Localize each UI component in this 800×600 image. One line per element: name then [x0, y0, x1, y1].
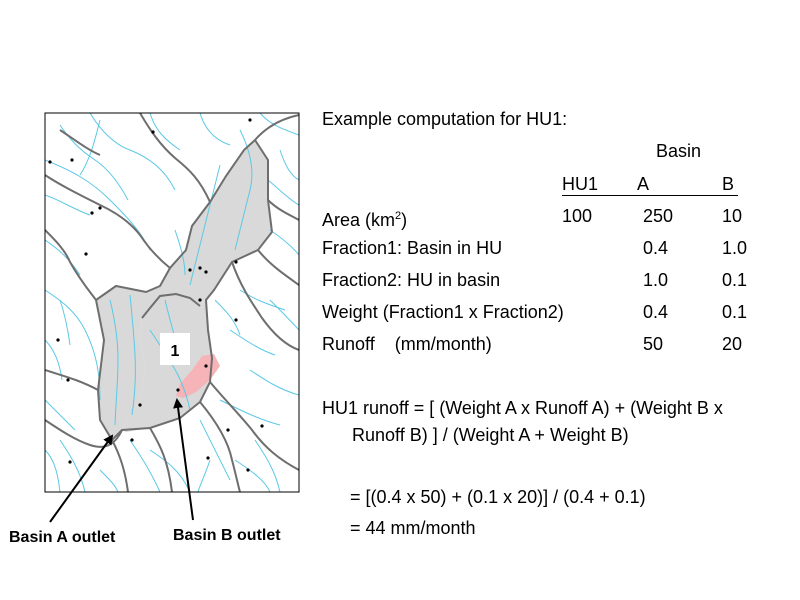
- runoff-a-value: 50: [643, 334, 664, 354]
- fraction2-b-value: 0.1: [722, 270, 748, 290]
- hu-boundaries: [45, 113, 299, 492]
- fraction2-a-value: 1.0: [643, 270, 669, 290]
- basin-b-area: [176, 354, 220, 398]
- formula-line-4: = 44 mm/month: [350, 518, 476, 538]
- col-header-b: B: [722, 174, 735, 194]
- arrow-basin-b-outlet: [173, 398, 194, 521]
- runoff-b-value: 20: [722, 334, 743, 354]
- col-header-hu1: HU1: [562, 174, 599, 194]
- formula-line-1: HU1 runoff = [ (Weight A x Runoff A) + (…: [322, 398, 723, 418]
- weight-a-value: 0.4: [643, 302, 669, 322]
- map-frame: [44, 112, 300, 493]
- fraction1-b-value: 1.0: [722, 238, 748, 258]
- area-a-value: 250: [643, 206, 674, 226]
- col-header-underline: [562, 195, 738, 196]
- basin-b-outlet-label: Basin B outlet: [173, 527, 281, 544]
- gauge-points: [48, 118, 264, 472]
- hu-label: 1: [171, 343, 180, 360]
- row-area-label: Area (km2): [322, 210, 408, 230]
- fraction1-a-value: 0.4: [643, 238, 669, 258]
- row-runoff-label: Runoff (mm/month): [322, 334, 492, 354]
- hu-label-box: [160, 333, 190, 365]
- area-hu1-value: 100: [562, 206, 593, 226]
- arrow-basin-a-outlet: [49, 434, 114, 523]
- row-fraction2-label: Fraction2: HU in basin: [322, 270, 501, 290]
- table-title: Example computation for HU1:: [322, 109, 568, 129]
- row-weight-label: Weight (Fraction1 x Fraction2): [322, 302, 564, 322]
- row-fraction1-label: Fraction1: Basin in HU: [322, 238, 503, 258]
- river-network: [45, 113, 299, 492]
- basin-group-header: Basin: [656, 141, 702, 161]
- formula-line-2: Runoff B) ] / (Weight A + Weight B): [352, 425, 629, 445]
- basin-a-area: [96, 140, 272, 440]
- col-header-a: A: [637, 174, 650, 194]
- basin-a-outlet-label: Basin A outlet: [9, 529, 116, 546]
- area-b-value: 10: [722, 206, 743, 226]
- weight-b-value: 0.1: [722, 302, 748, 322]
- formula-line-3: = [(0.4 x 50) + (0.1 x 20)] / (0.4 + 0.1…: [350, 487, 646, 507]
